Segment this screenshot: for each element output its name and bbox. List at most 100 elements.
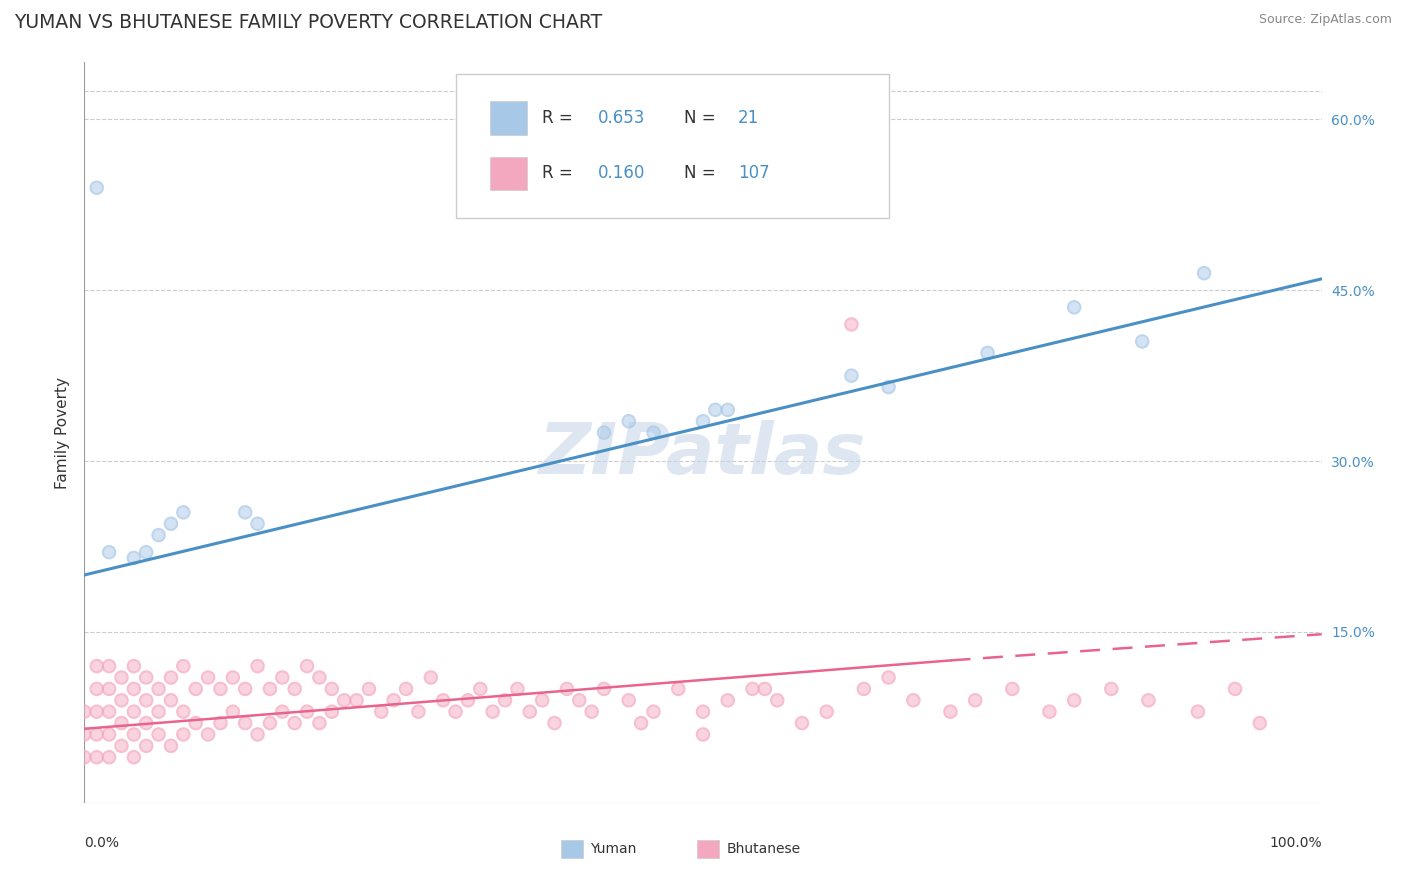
Point xyxy=(321,681,343,696)
Point xyxy=(754,681,776,696)
Point xyxy=(135,716,157,731)
Point xyxy=(419,671,441,685)
Point xyxy=(741,681,763,696)
Point xyxy=(630,716,652,731)
Point xyxy=(543,716,565,731)
Point xyxy=(593,425,616,440)
Point xyxy=(86,705,108,719)
Point xyxy=(395,681,418,696)
Point xyxy=(259,716,281,731)
Point xyxy=(470,681,492,696)
Point xyxy=(692,705,714,719)
Point xyxy=(457,693,479,707)
Point xyxy=(259,681,281,696)
Point xyxy=(692,727,714,741)
Point xyxy=(148,727,170,741)
Point xyxy=(172,705,194,719)
Point xyxy=(444,705,467,719)
Point xyxy=(246,516,269,531)
Point xyxy=(284,716,307,731)
Point xyxy=(86,727,108,741)
Point xyxy=(295,659,318,673)
Point xyxy=(122,727,145,741)
Point xyxy=(98,659,121,673)
Text: Source: ZipAtlas.com: Source: ZipAtlas.com xyxy=(1258,13,1392,27)
Text: 107: 107 xyxy=(738,164,769,183)
Point xyxy=(877,671,900,685)
Point xyxy=(172,505,194,519)
Point xyxy=(110,716,132,731)
Point xyxy=(122,659,145,673)
Point xyxy=(321,681,343,696)
Point xyxy=(98,681,121,696)
Point xyxy=(494,693,516,707)
Point xyxy=(470,681,492,696)
Point xyxy=(148,727,170,741)
Point xyxy=(481,705,503,719)
Point xyxy=(841,368,863,383)
Text: 100.0%: 100.0% xyxy=(1270,836,1322,850)
Point xyxy=(148,528,170,542)
Point xyxy=(233,716,256,731)
Point xyxy=(1063,301,1085,315)
Point xyxy=(135,671,157,685)
Point xyxy=(519,705,541,719)
Point xyxy=(903,693,925,707)
Point xyxy=(841,318,863,332)
Point xyxy=(246,727,269,741)
Point xyxy=(148,681,170,696)
Point xyxy=(841,368,863,383)
Point xyxy=(506,681,529,696)
Y-axis label: Family Poverty: Family Poverty xyxy=(55,376,70,489)
Point xyxy=(172,659,194,673)
Point xyxy=(1187,705,1209,719)
Point xyxy=(1187,705,1209,719)
Text: R =: R = xyxy=(543,164,578,183)
Point xyxy=(86,727,108,741)
Point xyxy=(122,550,145,565)
Point xyxy=(346,693,368,707)
Point xyxy=(160,693,183,707)
Point xyxy=(717,693,740,707)
Point xyxy=(148,528,170,542)
Point xyxy=(86,750,108,764)
Point xyxy=(555,681,578,696)
Point xyxy=(852,681,875,696)
Text: Bhutanese: Bhutanese xyxy=(727,842,800,856)
Point xyxy=(259,681,281,696)
Point xyxy=(617,414,640,428)
Point xyxy=(692,414,714,428)
Point xyxy=(172,727,194,741)
Point xyxy=(1063,693,1085,707)
Text: 0.653: 0.653 xyxy=(598,109,645,127)
Point xyxy=(976,346,998,360)
Point xyxy=(98,545,121,559)
Point xyxy=(1038,705,1060,719)
Point xyxy=(110,671,132,685)
Point xyxy=(692,705,714,719)
Point xyxy=(98,750,121,764)
Point xyxy=(357,681,380,696)
Point xyxy=(148,705,170,719)
Point xyxy=(790,716,813,731)
Point xyxy=(1099,681,1122,696)
Point xyxy=(555,681,578,696)
Point xyxy=(110,716,132,731)
Point xyxy=(1192,266,1215,280)
Point xyxy=(233,681,256,696)
Point xyxy=(965,693,987,707)
Point xyxy=(160,516,183,531)
Point xyxy=(370,705,392,719)
Point xyxy=(98,750,121,764)
Text: 0.0%: 0.0% xyxy=(84,836,120,850)
Point xyxy=(197,671,219,685)
Point xyxy=(246,659,269,673)
Point xyxy=(135,739,157,753)
Text: N =: N = xyxy=(685,164,721,183)
Point xyxy=(122,705,145,719)
Point xyxy=(160,693,183,707)
Point xyxy=(295,705,318,719)
Point xyxy=(284,681,307,696)
Point xyxy=(1063,301,1085,315)
Point xyxy=(209,716,232,731)
